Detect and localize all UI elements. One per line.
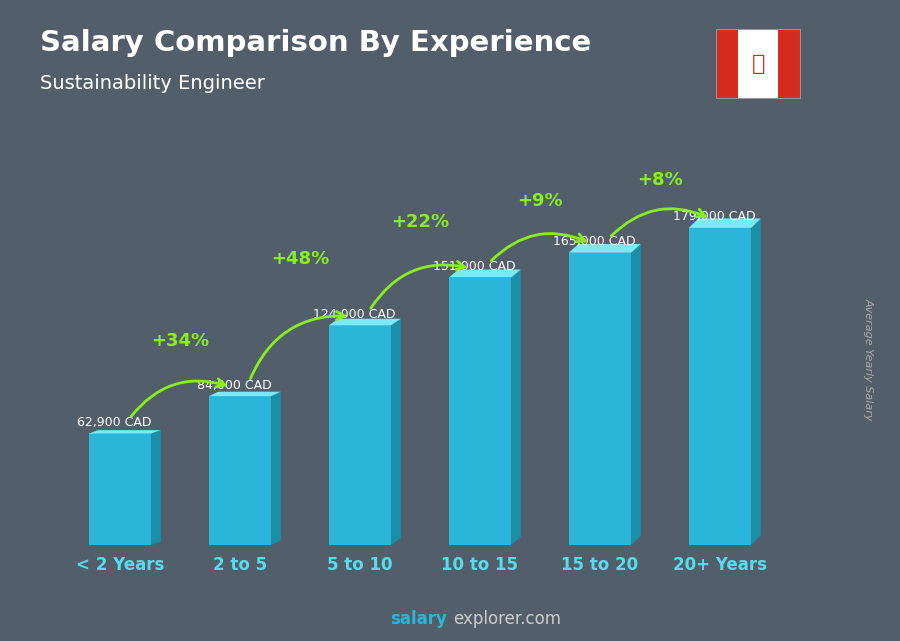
Polygon shape — [449, 278, 511, 545]
Polygon shape — [328, 326, 392, 545]
Text: +22%: +22% — [391, 213, 449, 231]
Polygon shape — [688, 219, 760, 228]
Bar — [716, 29, 738, 99]
Polygon shape — [688, 228, 752, 545]
Text: 124,000 CAD: 124,000 CAD — [312, 308, 395, 321]
Polygon shape — [449, 269, 521, 278]
Text: 🍁: 🍁 — [752, 54, 765, 74]
Polygon shape — [209, 392, 281, 396]
Polygon shape — [271, 392, 281, 545]
Text: 62,900 CAD: 62,900 CAD — [76, 416, 151, 429]
Polygon shape — [151, 430, 161, 545]
Text: +34%: +34% — [151, 331, 209, 350]
Text: salary: salary — [391, 610, 447, 628]
Polygon shape — [752, 219, 760, 545]
Polygon shape — [89, 433, 151, 545]
Polygon shape — [569, 253, 631, 545]
Text: Average Yearly Salary: Average Yearly Salary — [863, 297, 874, 420]
Text: 165,000 CAD: 165,000 CAD — [553, 235, 635, 248]
Polygon shape — [209, 396, 271, 545]
Text: 151,000 CAD: 151,000 CAD — [433, 260, 516, 273]
Polygon shape — [392, 319, 400, 545]
Text: 84,000 CAD: 84,000 CAD — [196, 379, 272, 392]
Polygon shape — [89, 430, 161, 433]
Bar — [778, 29, 801, 99]
Text: +8%: +8% — [637, 171, 683, 189]
Text: Sustainability Engineer: Sustainability Engineer — [40, 74, 266, 93]
Text: +48%: +48% — [271, 250, 329, 268]
Text: Salary Comparison By Experience: Salary Comparison By Experience — [40, 29, 592, 57]
Polygon shape — [569, 244, 641, 253]
Text: +9%: +9% — [518, 192, 562, 210]
Polygon shape — [511, 269, 521, 545]
Bar — [738, 29, 778, 99]
Polygon shape — [631, 244, 641, 545]
Text: 179,000 CAD: 179,000 CAD — [672, 210, 755, 224]
Text: explorer.com: explorer.com — [453, 610, 561, 628]
Polygon shape — [328, 319, 400, 326]
